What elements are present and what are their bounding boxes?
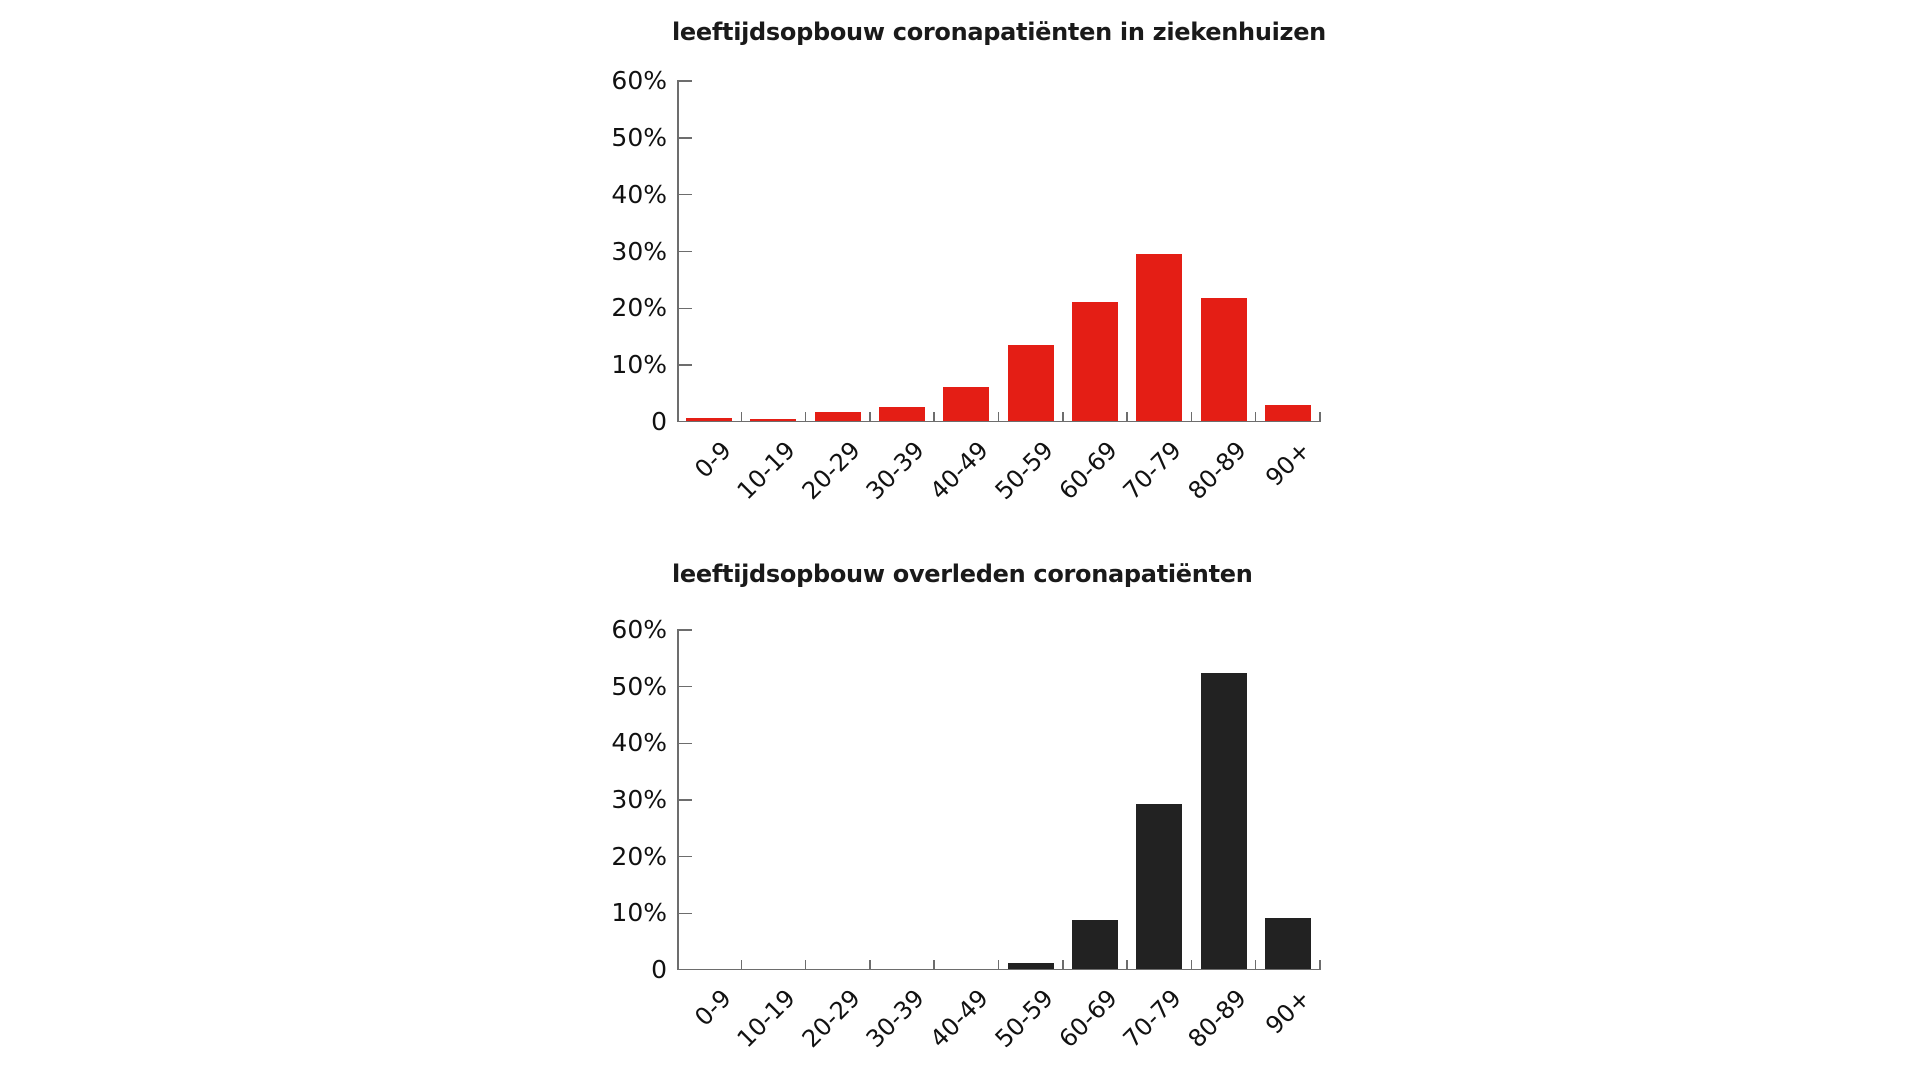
bar-40-49: [943, 386, 990, 421]
y-tick-label: 50%: [611, 122, 667, 152]
x-tick-label: 90+: [1260, 984, 1316, 1040]
bar-70-79: [1136, 804, 1183, 969]
x-tick-label: 40-49: [925, 984, 995, 1054]
x-tick: [740, 412, 743, 422]
y-tick-label: 30%: [611, 236, 667, 266]
y-tick-label: 60%: [611, 65, 667, 95]
bar-90+: [1264, 404, 1311, 421]
bar-50-59: [1007, 962, 1054, 969]
x-tick: [1254, 960, 1257, 970]
y-tick-label: 10%: [611, 898, 667, 928]
x-tick-label: 10-19: [732, 984, 802, 1054]
x-tick: [869, 960, 871, 970]
x-tick-label: 30-39: [860, 436, 930, 506]
x-tick: [997, 960, 1000, 970]
y-tick: [677, 137, 692, 139]
x-tick-label: 70-79: [1117, 984, 1188, 1054]
chart-title: leeftijdsopbouw overleden coronapatiënte…: [672, 560, 1253, 588]
y-tick: [677, 307, 692, 310]
bar-30-39: [879, 406, 926, 421]
bar-60-69: [1071, 919, 1118, 969]
x-tick: [1062, 960, 1064, 970]
plot-area: 0 10% 20% 30% 40% 50% 60% 0-9 10-19 20-29 30-39 40-…: [611, 66, 1321, 505]
bar-60-69: [1071, 302, 1118, 421]
x-tick-label: 80-89: [1182, 436, 1252, 506]
bar-70-79: [1136, 254, 1183, 421]
bar-80-89: [1200, 673, 1247, 969]
x-tick-label: 20-29: [796, 436, 866, 506]
bar-80-89: [1200, 297, 1247, 421]
x-tick: [1319, 960, 1321, 970]
x-tick: [1319, 412, 1321, 422]
x-tick-label: 30-39: [860, 984, 930, 1054]
x-tick: [804, 412, 807, 422]
y-tick: [677, 742, 692, 745]
x-tick: [1254, 412, 1257, 422]
y-tick: [677, 855, 692, 858]
y-tick: [677, 364, 692, 366]
x-tick-label: 60-69: [1053, 984, 1123, 1054]
y-tick-label: 50%: [611, 671, 667, 701]
y-tick: [677, 250, 692, 253]
x-tick: [1062, 412, 1064, 422]
y-tick-label: 10%: [611, 350, 667, 380]
x-tick: [1126, 412, 1128, 422]
y-tick: [677, 799, 692, 801]
x-tick: [1190, 960, 1193, 970]
plot-area: 0 10% 20% 30% 40% 50% 60% 0-9 10-19 20-29 30-39 40-…: [611, 615, 1321, 1053]
bar-50-59: [1007, 345, 1054, 421]
bar-20-29: [814, 412, 861, 421]
x-tick-label: 50-59: [989, 436, 1059, 506]
x-tick-label: 10-19: [732, 436, 802, 506]
x-tick-label: 60-69: [1053, 436, 1123, 506]
y-tick-label: 0: [651, 406, 667, 436]
y-tick: [677, 629, 692, 631]
bar-90+: [1264, 918, 1311, 969]
y-tick-label: 20%: [611, 841, 667, 871]
y-tick-label: 40%: [611, 728, 667, 758]
x-tick: [997, 412, 1000, 422]
x-tick-label: 80-89: [1182, 984, 1252, 1054]
x-tick-label: 0-9: [689, 984, 737, 1032]
x-tick-label: 40-49: [925, 436, 995, 506]
y-tick: [677, 80, 692, 82]
x-tick: [869, 412, 871, 422]
x-tick-label: 70-79: [1117, 436, 1188, 506]
x-tick-label: 90+: [1260, 436, 1316, 492]
bar-10-19: [750, 419, 797, 421]
x-tick: [1126, 960, 1128, 970]
y-tick-label: 0: [651, 954, 667, 984]
chart-title: leeftijdsopbouw coronapatiënten in zieke…: [672, 18, 1326, 46]
y-tick: [677, 193, 692, 196]
y-tick: [677, 912, 692, 915]
x-tick: [804, 960, 807, 970]
y-tick-label: 20%: [611, 293, 667, 323]
x-tick-label: 0-9: [689, 436, 737, 484]
bar-0-9: [686, 418, 733, 421]
x-tick: [1190, 412, 1193, 422]
y-tick: [677, 685, 692, 688]
x-tick: [933, 960, 935, 970]
y-tick-label: 30%: [611, 784, 667, 814]
x-tick: [933, 412, 935, 422]
x-tick-label: 20-29: [796, 984, 866, 1054]
x-tick-label: 50-59: [989, 984, 1059, 1054]
x-tick: [740, 960, 743, 970]
y-tick-label: 40%: [611, 179, 667, 209]
y-tick-label: 60%: [611, 614, 667, 644]
